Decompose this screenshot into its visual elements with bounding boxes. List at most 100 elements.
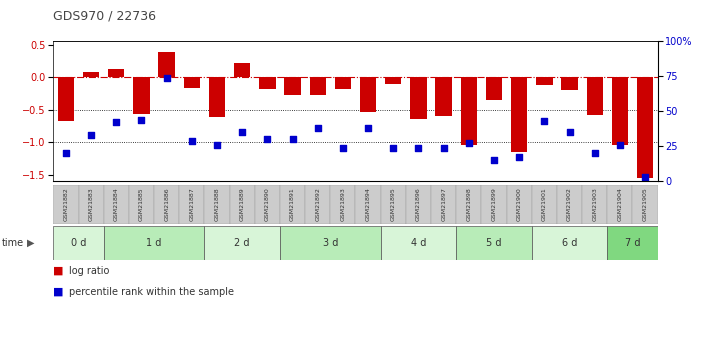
Text: GSM21902: GSM21902 (567, 187, 572, 221)
Bar (234, 63, 250, 77)
Text: GSM21886: GSM21886 (164, 188, 169, 221)
Point (513, 155, 525, 160)
Bar (511, 77, 528, 152)
Point (136, 117, 147, 122)
Point (186, 138, 198, 144)
Bar (356, 185, 380, 224)
Bar (280, 226, 380, 260)
Bar (205, 226, 280, 260)
Text: percentile rank within the sample: percentile rank within the sample (69, 287, 234, 296)
Text: 6 d: 6 d (562, 238, 577, 248)
Bar (209, 77, 225, 117)
Text: 3 d: 3 d (323, 238, 338, 248)
Bar (461, 77, 477, 145)
Bar (557, 185, 582, 224)
Bar (481, 185, 506, 224)
Bar (536, 77, 552, 85)
Text: GSM21903: GSM21903 (592, 187, 597, 221)
Point (287, 136, 298, 142)
Bar (284, 77, 301, 95)
Bar (260, 77, 276, 89)
Bar (309, 77, 326, 95)
Bar (380, 226, 456, 260)
Bar (532, 226, 607, 260)
Bar (431, 185, 456, 224)
Bar (506, 185, 532, 224)
Point (639, 174, 651, 180)
Text: log ratio: log ratio (69, 266, 109, 276)
Bar (53, 226, 104, 260)
Point (85, 132, 97, 138)
Point (463, 141, 474, 146)
Point (161, 75, 172, 80)
Text: GSM21882: GSM21882 (63, 188, 68, 221)
Point (237, 129, 248, 135)
Bar (562, 77, 578, 90)
Bar (104, 185, 129, 224)
Bar (435, 77, 451, 116)
Bar (58, 77, 74, 121)
Bar (607, 226, 658, 260)
Bar (280, 185, 305, 224)
Bar (129, 185, 154, 224)
Point (363, 125, 374, 131)
Bar (255, 185, 280, 224)
Text: GSM21904: GSM21904 (617, 187, 622, 221)
Bar (205, 185, 230, 224)
Text: GSM21889: GSM21889 (240, 188, 245, 221)
Text: GSM21897: GSM21897 (441, 187, 446, 221)
Bar (410, 77, 427, 119)
Text: ■: ■ (53, 266, 64, 276)
Text: GSM21887: GSM21887 (189, 188, 194, 221)
Text: GSM21891: GSM21891 (290, 188, 295, 221)
Point (111, 120, 122, 125)
Text: ▶: ▶ (27, 238, 35, 248)
Bar (104, 226, 205, 260)
Text: GSM21890: GSM21890 (265, 188, 270, 221)
Bar (159, 52, 175, 77)
Text: GSM21901: GSM21901 (542, 188, 547, 221)
Point (438, 145, 449, 150)
Point (488, 157, 500, 163)
Bar (486, 77, 502, 100)
Text: 5 d: 5 d (486, 238, 502, 248)
Point (539, 118, 550, 124)
Text: GSM21883: GSM21883 (89, 188, 94, 221)
Bar (385, 77, 402, 83)
Text: GSM21885: GSM21885 (139, 188, 144, 221)
Point (312, 125, 324, 131)
Text: GSM21905: GSM21905 (643, 188, 648, 221)
Point (413, 145, 424, 150)
Text: GSM21895: GSM21895 (391, 188, 396, 221)
Text: GSM21888: GSM21888 (215, 188, 220, 221)
Point (211, 142, 223, 148)
Point (589, 150, 600, 156)
Bar (637, 77, 653, 178)
Point (564, 129, 575, 135)
Text: ■: ■ (53, 287, 64, 296)
Bar (360, 77, 376, 112)
Text: GSM21900: GSM21900 (517, 188, 522, 221)
Text: GSM21898: GSM21898 (466, 188, 471, 221)
Text: GSM21893: GSM21893 (341, 187, 346, 221)
Bar (53, 185, 78, 224)
Bar (108, 69, 124, 77)
Text: 7 d: 7 d (625, 238, 640, 248)
Point (614, 142, 626, 148)
Text: GSM21884: GSM21884 (114, 188, 119, 221)
Text: GSM21892: GSM21892 (315, 187, 320, 221)
Bar (230, 185, 255, 224)
Bar (456, 185, 481, 224)
Text: 4 d: 4 d (411, 238, 426, 248)
Bar (406, 185, 431, 224)
Bar (179, 185, 205, 224)
Bar (380, 185, 406, 224)
Bar (83, 72, 100, 77)
Bar (154, 185, 179, 224)
Bar (607, 185, 633, 224)
Bar (305, 185, 331, 224)
Bar (78, 185, 104, 224)
Bar (633, 185, 658, 224)
Text: GDS970 / 22736: GDS970 / 22736 (53, 9, 156, 22)
Text: 0 d: 0 d (71, 238, 86, 248)
